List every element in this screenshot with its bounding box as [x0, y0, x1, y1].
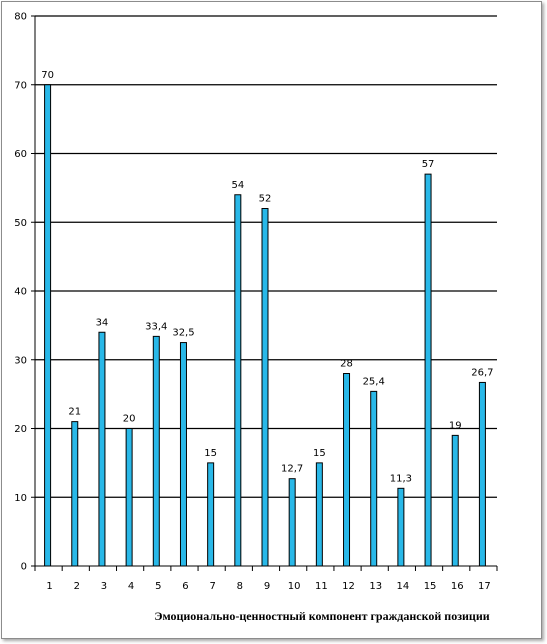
- x-tick-label: 11: [315, 581, 328, 592]
- x-tick-label: 10: [288, 581, 301, 592]
- x-tick-label: 9: [264, 581, 270, 592]
- y-axis: 0 10 20 30 40 50 60 70 80: [14, 12, 36, 573]
- data-label: 11,3: [390, 473, 412, 484]
- x-tick-label: 14: [397, 581, 410, 592]
- y-tick-label: 0: [21, 562, 27, 573]
- x-tick-label: 2: [74, 581, 80, 592]
- x-tick-label: 13: [369, 581, 382, 592]
- x-tick-label: 16: [451, 581, 464, 592]
- data-label: 15: [204, 448, 217, 459]
- y-tick-label: 30: [14, 355, 27, 366]
- bar: [98, 331, 106, 567]
- y-tick-label: 60: [14, 149, 27, 160]
- bar: [424, 173, 432, 567]
- bar: [152, 335, 160, 567]
- x-tick-label: 7: [209, 581, 215, 592]
- x-tick-label: 12: [342, 581, 355, 592]
- data-label: 32,5: [172, 328, 194, 339]
- bar: [71, 421, 79, 567]
- y-tick-label: 10: [14, 493, 27, 504]
- bar: [44, 84, 52, 567]
- bar: [125, 428, 133, 567]
- x-tick-label: 6: [182, 581, 188, 592]
- x-tick-label: 4: [128, 581, 134, 592]
- data-label: 28: [340, 359, 353, 370]
- data-label: 19: [449, 420, 462, 431]
- data-label: 26,7: [471, 367, 493, 378]
- bar: [234, 194, 242, 567]
- data-label: 33,4: [145, 321, 167, 332]
- x-tick-label: 5: [155, 581, 161, 592]
- bar: [261, 208, 269, 567]
- y-tick-label: 20: [14, 424, 27, 435]
- x-tick-label: 8: [237, 581, 243, 592]
- bar: [207, 462, 215, 567]
- bar: [451, 434, 459, 567]
- bar: [397, 487, 405, 567]
- data-label: 12,7: [281, 464, 303, 475]
- data-label: 25,4: [363, 376, 385, 387]
- data-label: 70: [41, 70, 54, 81]
- x-axis: 1 2 3 4 5 6 7 8 9 10 11 12 13 14 15 16 17: [34, 566, 498, 592]
- bar: [370, 390, 378, 567]
- y-tick-label: 50: [14, 218, 27, 229]
- bar: [343, 373, 351, 567]
- data-label: 57: [422, 159, 435, 170]
- data-label: 20: [123, 414, 136, 425]
- x-tick-label: 17: [478, 581, 491, 592]
- bar: [315, 462, 323, 567]
- data-label: 52: [259, 194, 272, 205]
- x-axis-title: Эмоционально-ценностный компонент гражда…: [154, 609, 489, 623]
- bar: [288, 478, 296, 567]
- data-label: 15: [313, 448, 326, 459]
- x-tick-label: 3: [101, 581, 107, 592]
- data-label: 54: [231, 180, 244, 191]
- bar: [478, 381, 486, 567]
- data-labels: 70 21 34 20 33,4 32,5 15 54 52 12,7 15 28 25,4 11,3 57…: [41, 70, 493, 485]
- x-tick-label: 15: [424, 581, 437, 592]
- bar: [179, 342, 187, 567]
- y-tick-label: 70: [14, 80, 27, 91]
- data-label: 34: [96, 317, 109, 328]
- y-tick-label: 80: [14, 12, 27, 23]
- bars: [44, 84, 486, 567]
- data-label: 21: [68, 407, 81, 418]
- y-tick-label: 40: [14, 287, 27, 298]
- x-tick-label: 1: [46, 581, 52, 592]
